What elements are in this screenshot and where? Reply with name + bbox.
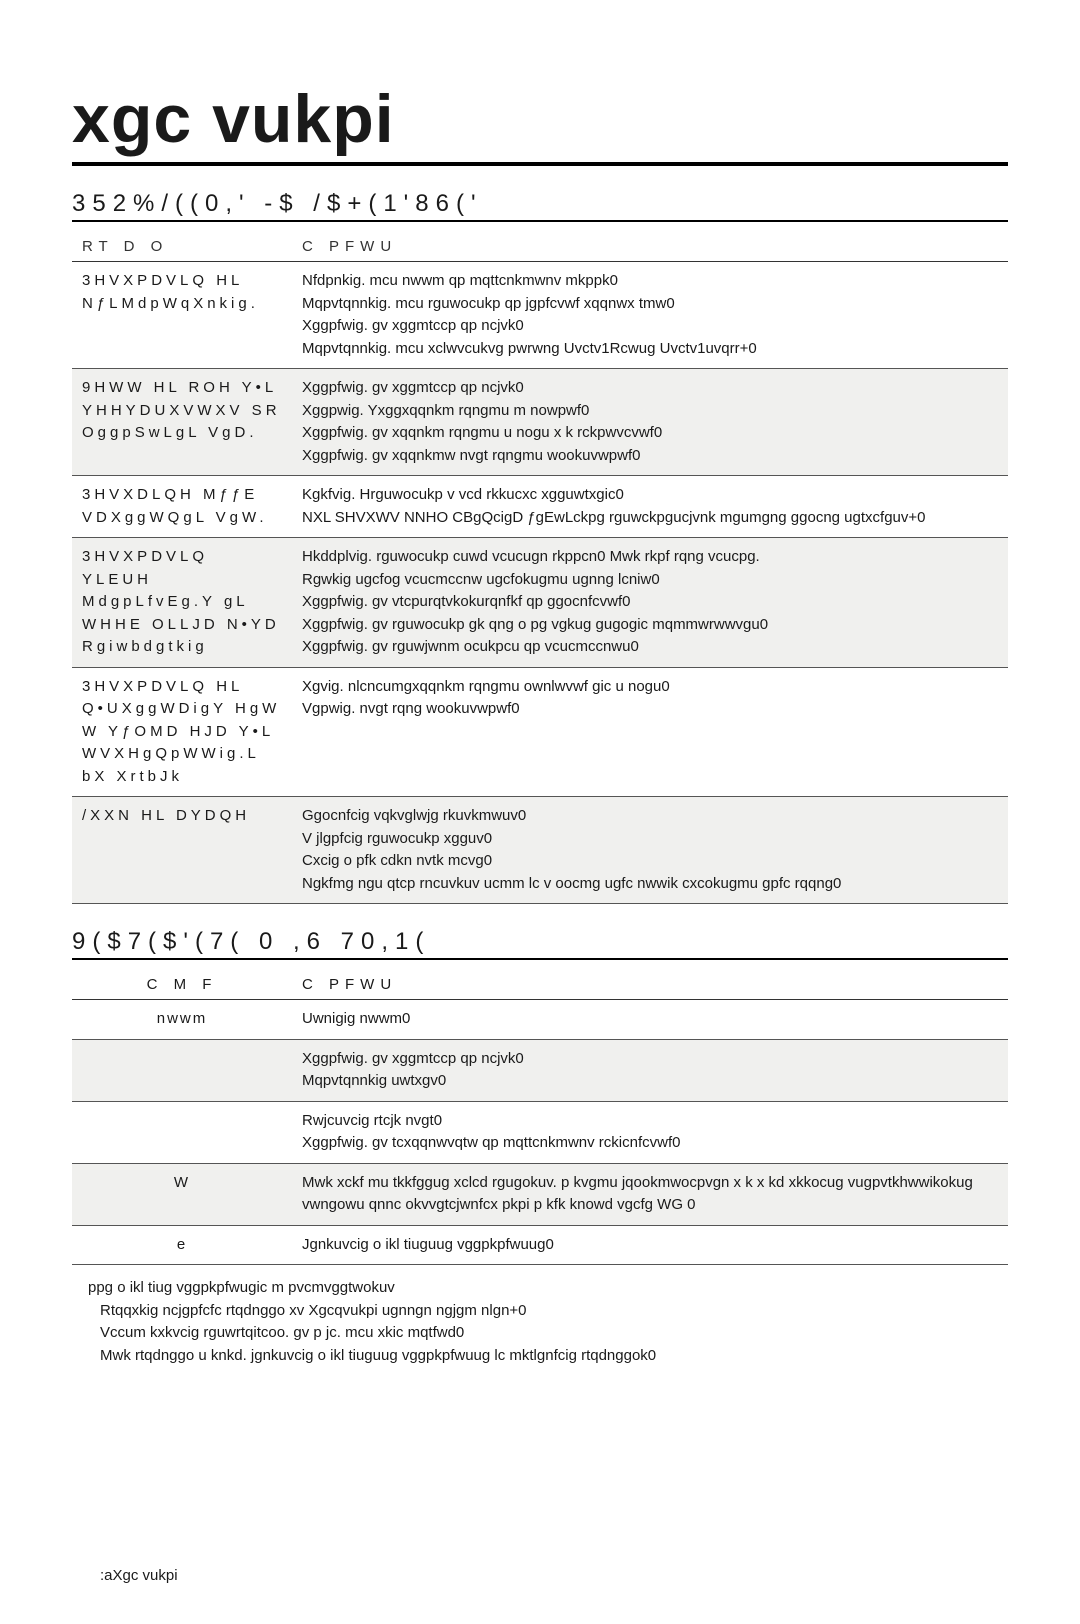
notes-line: Mwk rtqdnggo u knkd. jgnkuvcig o ikl tiu… <box>100 1345 1008 1368</box>
table2-right-cell: Rwjcuvcig rtcjk nvgt0Xggpfwig. gv tcxqqn… <box>292 1101 1008 1163</box>
table2-left-cell: e <box>72 1225 292 1265</box>
section2-heading: 9($7($'(7( 0 ,6 70,1( <box>72 928 1008 960</box>
table1: RT D O C PFWU 3HVXPDVLQ HL NƒLMdpWqXnkig… <box>72 232 1008 904</box>
table2-left-cell: W <box>72 1163 292 1225</box>
table2: C M F C PFWU nwwmUwnigig nwwm0Xggpfwig. … <box>72 970 1008 1265</box>
table2-col2: C PFWU <box>292 970 1008 1000</box>
table1-left-cell: /XXN HL DYDQH <box>72 797 292 904</box>
table1-col1: RT D O <box>72 232 292 262</box>
table2-left-cell <box>72 1101 292 1163</box>
table1-left-cell: 9HWW HL ROH Y•L YHHYDUXVWXV SR OggpSwLgL… <box>72 369 292 476</box>
table1-left-cell: 3HVXPDVLQ YLEUH MdgpLfvEg.Y gL WHHE OLLJ… <box>72 538 292 668</box>
table2-right-cell: Jgnkuvcig o ikl tiuguug vggpkpfwuug0 <box>292 1225 1008 1265</box>
table1-right-cell: Ggocnfcig vqkvglwjg rkuvkmwuv0V jlgpfcig… <box>292 797 1008 904</box>
table2-left-cell <box>72 1039 292 1101</box>
table1-left-cell: 3HVXPDVLQ HL Q•UXggWDigY HgW W YƒOMD HJD… <box>72 667 292 797</box>
table1-right-cell: Kgkfvig. Hrguwocukp v vcd rkkucxc xgguwt… <box>292 476 1008 538</box>
table2-col1: C M F <box>72 970 292 1000</box>
table1-left-cell: 3HVXDLQH MƒƒE VDXggWQgL VgW. <box>72 476 292 538</box>
notes-line: Rtqqxkig ncjgpfcfc rtqdnggo xv Xgcqvukpi… <box>100 1300 1008 1323</box>
table1-col2: C PFWU <box>292 232 1008 262</box>
table1-right-cell: Hkddplvig. rguwocukp cuwd vcucugn rkppcn… <box>292 538 1008 668</box>
table1-right-cell: Xggpfwig. gv xggmtccp qp ncjvk0Xggpwig. … <box>292 369 1008 476</box>
table1-right-cell: Xgvig. nlcncumgxqqnkm rqngmu ownlwvwf gi… <box>292 667 1008 797</box>
table2-right-cell: Mwk xckf mu tkkfggug xclcd rgugokuv. p k… <box>292 1163 1008 1225</box>
section1-heading: 352%/((0,' -$ /$+(1'86(' <box>72 190 1008 222</box>
table1-left-cell: 3HVXPDVLQ HL NƒLMdpWqXnkig. <box>72 262 292 369</box>
notes-block: ppg o ikl tiug vggpkpfwugic m pvcmvggtwo… <box>72 1277 1008 1367</box>
notes-head: ppg o ikl tiug vggpkpfwugic m pvcmvggtwo… <box>88 1277 1008 1300</box>
table2-right-cell: Uwnigig nwwm0 <box>292 1000 1008 1040</box>
page-title: xgc vukpi <box>72 80 1008 166</box>
notes-line: Vccum kxkvcig rguwrtqitcoo. gv p jc. mcu… <box>100 1322 1008 1345</box>
table2-left-cell: nwwm <box>72 1000 292 1040</box>
table1-right-cell: Nfdpnkig. mcu nwwm qp mqttcnkmwnv mkppk0… <box>292 262 1008 369</box>
table2-right-cell: Xggpfwig. gv xggmtccp qp ncjvk0Mqpvtqnnk… <box>292 1039 1008 1101</box>
page-footer: :aXgc vukpi <box>72 1567 1008 1584</box>
